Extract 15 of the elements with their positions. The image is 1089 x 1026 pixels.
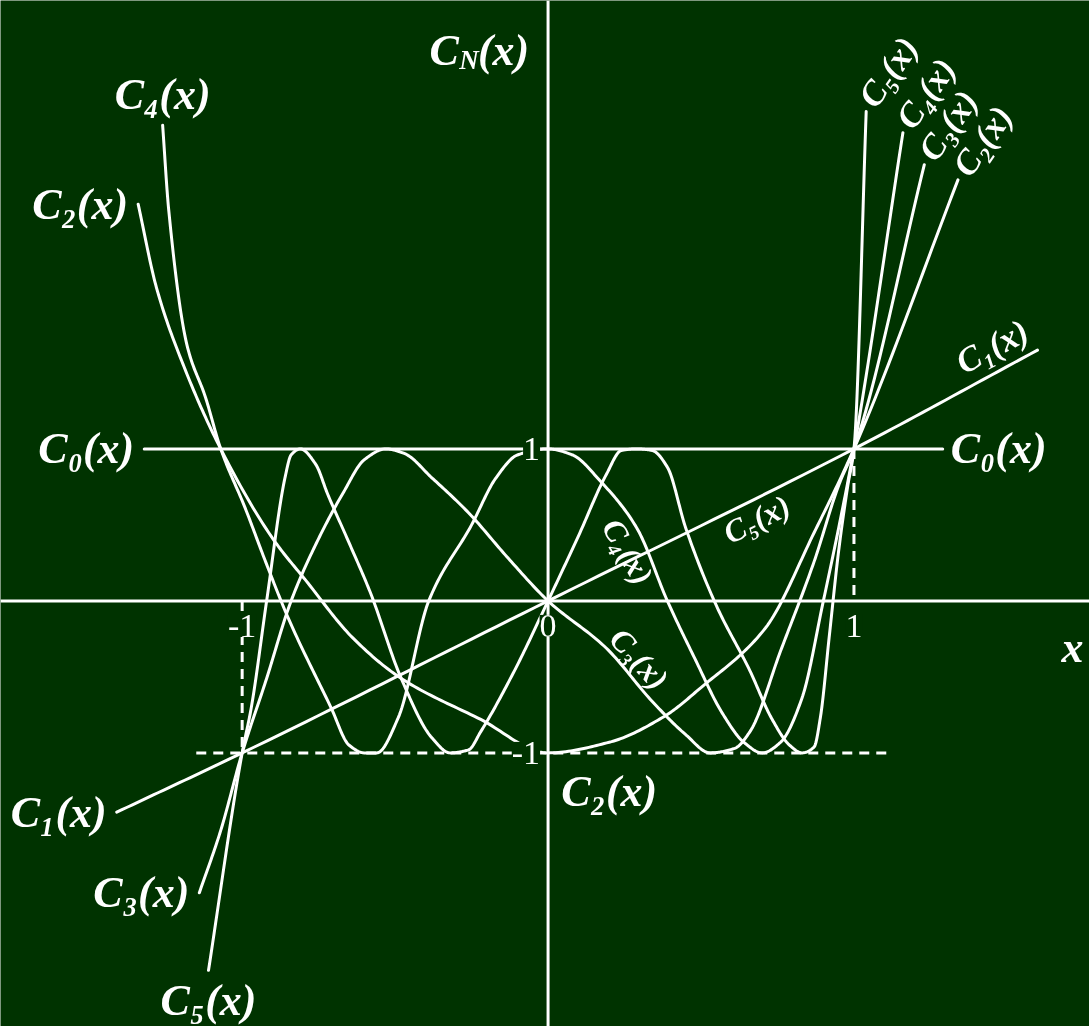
annotation: C₂(x) [32, 179, 129, 229]
x-tick-label: 1 [845, 606, 863, 644]
series-label: C₀(x) [950, 424, 1047, 474]
annotation: C₅(x) [160, 976, 257, 1026]
text: C₁(x) [949, 311, 1036, 382]
annotation: C₁(x) [10, 787, 107, 837]
x-axis-title: x [1060, 622, 1084, 672]
annotation: C₄(x) [114, 70, 211, 120]
x-tick-label: 0 [539, 606, 557, 644]
annotation: C₅(x) [717, 487, 796, 551]
y-axis-title: CN(x) [429, 26, 530, 76]
annotation: C₃(x) [93, 868, 190, 918]
annotation: C₀(x) [38, 424, 135, 474]
annotation: C₂(x) [561, 766, 658, 816]
x-tick-label: -1 [228, 606, 257, 644]
